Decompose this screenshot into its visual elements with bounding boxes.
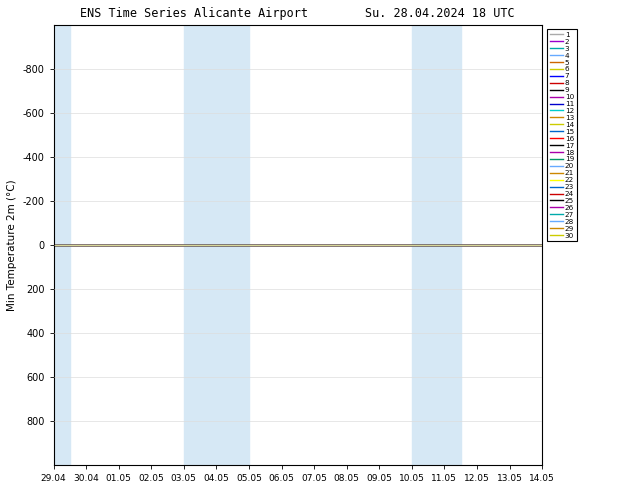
Bar <box>184 25 249 465</box>
Legend: 1, 2, 3, 4, 5, 6, 7, 8, 9, 10, 11, 12, 13, 14, 15, 16, 17, 18, 19, 20, 21, 22, 2: 1, 2, 3, 4, 5, 6, 7, 8, 9, 10, 11, 12, 1… <box>547 29 577 242</box>
Bar <box>412 25 461 465</box>
Y-axis label: Min Temperature 2m (°C): Min Temperature 2m (°C) <box>7 179 17 311</box>
Bar <box>53 25 70 465</box>
Title: ENS Time Series Alicante Airport        Su. 28.04.2024 18 UTC: ENS Time Series Alicante Airport Su. 28.… <box>81 7 515 20</box>
